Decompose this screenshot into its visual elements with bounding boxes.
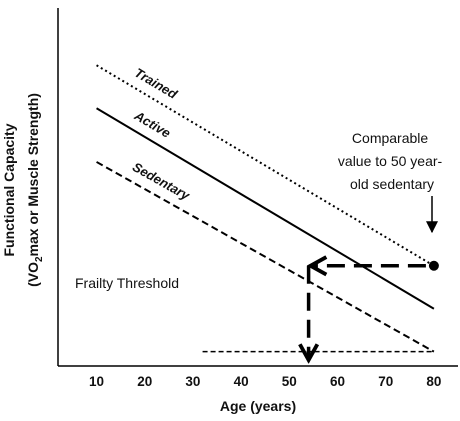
x-tick-label-10: 10 — [89, 374, 104, 389]
series-layer: Trained Active Sedentary — [96, 64, 435, 353]
x-tick-label-60: 60 — [330, 374, 345, 389]
x-axis-title: Age (years) — [220, 398, 296, 414]
y-axis-title-part3: max or Muscle Strength) — [25, 93, 41, 256]
series-line-active — [96, 107, 435, 310]
series-line-trained — [96, 64, 435, 267]
series-label-active: Active — [131, 107, 173, 140]
annotation-line-1: Comparable — [352, 130, 428, 146]
x-tick-label-40: 40 — [234, 374, 249, 389]
x-tick-labels: 10 20 30 40 50 60 70 80 — [89, 374, 441, 389]
y-axis-title-line2: (VO2max or Muscle Strength) — [25, 93, 45, 287]
x-tick-label-80: 80 — [426, 374, 441, 389]
x-tick-label-20: 20 — [137, 374, 152, 389]
x-tick-label-30: 30 — [185, 374, 200, 389]
annotation-line-2: value to 50 year- — [338, 153, 443, 169]
series-line-sedentary — [96, 161, 435, 353]
frailty-threshold: Frailty Threshold — [75, 275, 434, 353]
annotation-text: Comparable value to 50 year- old sedenta… — [338, 130, 446, 192]
y-axis-subtitle: (VO2max or Muscle Strength) — [25, 93, 45, 287]
y-axis-title: Functional Capacity — [1, 123, 17, 256]
frailty-threshold-label: Frailty Threshold — [75, 275, 179, 291]
y-axis-title-part1: (VO — [25, 262, 41, 287]
series-label-sedentary: Sedentary — [130, 159, 193, 203]
x-tick-label-50: 50 — [282, 374, 297, 389]
comparison-annotation: Comparable value to 50 year- old sedenta… — [309, 130, 446, 360]
y-axis-title-line1: Functional Capacity — [1, 123, 17, 256]
series-label-trained: Trained — [132, 65, 181, 102]
y-axis-title-subscript: 2 — [34, 256, 45, 262]
annotation-point — [428, 260, 439, 271]
x-tick-label-70: 70 — [378, 374, 393, 389]
annotation-line-3: old sedentary — [350, 176, 434, 192]
